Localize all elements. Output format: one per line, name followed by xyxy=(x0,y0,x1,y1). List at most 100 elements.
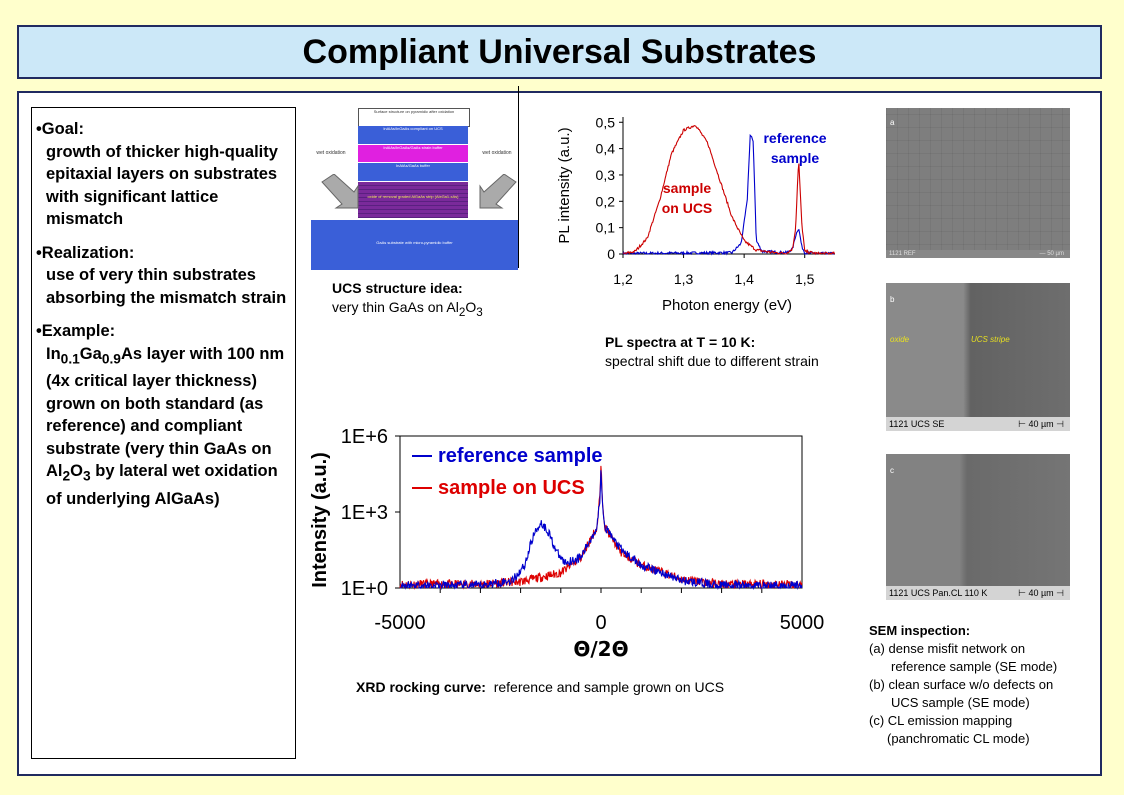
example-al-sub: 2 xyxy=(62,468,71,484)
sem-c-scalebar: ⊢ 40 µm ⊣ xyxy=(1018,588,1064,598)
xrd-x-axis-label: Θ/2Θ xyxy=(573,637,628,661)
sem-a-scalebar: — 50 µm xyxy=(1039,251,1064,257)
pl-y-tick-label: 0,1 xyxy=(596,220,616,236)
example-ga: Ga xyxy=(79,344,102,363)
pl-series-line-0 xyxy=(622,134,835,256)
xrd-caption: XRD rocking curve: reference and sample … xyxy=(356,678,836,697)
example-as: As layer with 100 nm (4x critical layer … xyxy=(46,344,285,481)
sem-caption: SEM inspection: (a) dense misfit network… xyxy=(869,622,1094,748)
pl-series-line-1 xyxy=(622,124,836,256)
pl-y-tick-label: 0 xyxy=(607,246,615,262)
sem-b-footer: 1121 UCS SE ⊢ 40 µm ⊣ xyxy=(886,417,1070,431)
title-banner: Compliant Universal Substrates xyxy=(17,25,1102,79)
xrd-caption-text: reference and sample grown on UCS xyxy=(485,679,725,695)
sem-b-oxide-label: oxide xyxy=(890,335,910,344)
xrd-legend-label-1: sample on UCS xyxy=(438,477,585,499)
xrd-chart: 1E+0 1E+3 1E+6 -5000 0 5000 Θ/2Θ Intensity (a.u… xyxy=(309,426,825,661)
ucs-caption-o: O xyxy=(465,299,477,315)
ucs-caption-text: very thin GaAs on Al2O3 xyxy=(332,298,532,322)
example-in-sub: 0.1 xyxy=(60,350,80,366)
pl-x-tick-label: 1,4 xyxy=(734,271,754,287)
pl-x-tick-label: 1,5 xyxy=(795,271,815,287)
sem-line-c1: (c) CL emission mapping xyxy=(869,713,1013,728)
layer-strain-buffer: InAlAs/InGaAs/GaAs strain buffer xyxy=(358,145,468,162)
goal-block: •Goal: growth of thicker high-quality ep… xyxy=(36,118,289,231)
ucs-caption: UCS structure idea: very thin GaAs on Al… xyxy=(332,279,532,322)
arrow-left-icon xyxy=(321,174,359,209)
sem-c-footer: 1121 UCS Pan.CL 110 K ⊢ 40 µm ⊣ xyxy=(886,586,1070,600)
pl-caption: PL spectra at T = 10 K: spectral shift d… xyxy=(605,333,875,371)
xrd-x-tick-label: 0 xyxy=(595,612,606,634)
sem-b-footer-label: 1121 UCS SE xyxy=(889,419,945,429)
sem-caption-head: SEM inspection: xyxy=(869,623,971,638)
arrow-icons xyxy=(321,174,517,209)
layer-oxide: oxide of removal graded AlGaAs strip (Al… xyxy=(358,182,468,218)
ucs-caption-sub1: 2 xyxy=(458,305,466,319)
realization-heading: •Realization: xyxy=(36,243,135,262)
ucs-caption-head: UCS structure idea: xyxy=(332,280,463,296)
wet-oxidation-left: wet oxidation xyxy=(316,150,346,156)
example-in: In xyxy=(46,344,61,363)
xrd-series-line-1 xyxy=(400,470,803,591)
realization-text: use of very thin substrates absorbing th… xyxy=(46,266,287,307)
example-tail: by lateral wet oxidation of underlying A… xyxy=(46,462,278,509)
realization-block: •Realization: use of very thin substrate… xyxy=(36,242,289,310)
sem-c-footer-label: 1121 UCS Pan.CL 110 K xyxy=(889,588,988,598)
sem-a-footer: 1121 REF — 50 µm xyxy=(886,250,1070,258)
pl-x-tick-label: 1,3 xyxy=(674,271,694,287)
sem-image-c: c 1121 UCS Pan.CL 110 K ⊢ 40 µm ⊣ xyxy=(886,454,1070,600)
xrd-x-tick-label: 5000 xyxy=(780,612,825,634)
sem-line-c2: (panchromatic CL mode) xyxy=(887,731,1030,746)
layer-compliant: InAlAs/InGaAs compliant on UCS xyxy=(358,126,468,144)
pl-legend-reference-1: reference xyxy=(763,130,826,146)
layer-substrate: GaAs substrate with micro-pyramidic buff… xyxy=(311,220,518,270)
sem-line-b2: UCS sample (SE mode) xyxy=(891,695,1030,710)
pl-caption-head: PL spectra at T = 10 K: xyxy=(605,334,756,350)
xrd-caption-head: XRD rocking curve: xyxy=(356,679,486,695)
sem-a-footer-label: 1121 REF xyxy=(889,251,916,257)
sem-a-letter: a xyxy=(890,118,895,127)
pl-legend-reference-2: sample xyxy=(771,150,819,166)
sem-b-letter: b xyxy=(890,295,895,304)
example-block: •Example: In0.1Ga0.9As layer with 100 nm… xyxy=(36,320,289,511)
example-o: O xyxy=(70,462,83,481)
sem-line-a2: reference sample (SE mode) xyxy=(891,659,1058,674)
wet-oxidation-right: wet oxidation xyxy=(482,150,512,156)
sem-line-a1: (a) dense misfit network on xyxy=(869,641,1026,656)
example-heading: •Example: xyxy=(36,322,116,340)
pl-y-axis-label: PL intensity (a.u.) xyxy=(556,127,573,243)
sem-c-letter: c xyxy=(890,466,894,475)
xrd-y-tick-label: 1E+6 xyxy=(341,426,388,448)
sem-line-b1: (b) clean surface w/o defects on xyxy=(869,677,1054,692)
sem-image-b: b oxide UCS stripe 1121 UCS SE ⊢ 40 µm ⊣ xyxy=(886,283,1070,431)
page-title: Compliant Universal Substrates xyxy=(302,32,817,71)
layer-top: Surface structure on pyramidic after oxi… xyxy=(358,108,470,127)
pl-x-axis-label: Photon energy (eV) xyxy=(662,297,792,314)
pl-y-tick-label: 0,5 xyxy=(596,114,616,130)
ucs-caption-sub2: 3 xyxy=(476,305,483,319)
summary-box: •Goal: growth of thicker high-quality ep… xyxy=(31,107,296,759)
xrd-y-axis-label: Intensity (a.u.) xyxy=(309,452,331,588)
pl-legend-ucs-1: sample xyxy=(663,180,711,196)
divider-line xyxy=(518,86,519,268)
pl-legend-ucs-2: on UCS xyxy=(662,200,713,216)
arrow-right-icon xyxy=(479,174,517,209)
xrd-x-tick-label: -5000 xyxy=(374,612,425,634)
example-text: In0.1Ga0.9As layer with 100 nm (4x criti… xyxy=(36,343,289,511)
sem-b-stripe-label: UCS stripe xyxy=(971,335,1010,344)
pl-x-tick-label: 1,2 xyxy=(613,271,633,287)
ucs-structure-diagram: Surface structure on pyramidic after oxi… xyxy=(300,86,522,272)
pl-y-tick-label: 0,2 xyxy=(596,193,616,209)
ucs-caption-main: very thin GaAs on Al xyxy=(332,299,459,315)
xrd-y-tick-label: 1E+0 xyxy=(341,578,388,600)
pl-caption-text: spectral shift due to different strain xyxy=(605,353,819,369)
pl-y-tick-label: 0,3 xyxy=(596,167,616,183)
sem-b-scalebar: ⊢ 40 µm ⊣ xyxy=(1018,419,1064,429)
layer-buffer: InAlAs/GaAs buffer xyxy=(358,163,468,181)
goal-heading: •Goal: xyxy=(36,120,84,138)
pl-y-tick-label: 0,4 xyxy=(596,141,616,157)
xrd-legend-label-0: reference sample xyxy=(438,445,603,467)
sem-image-a: a 1121 REF — 50 µm xyxy=(886,108,1070,258)
xrd-y-tick-label: 1E+3 xyxy=(341,502,388,524)
example-ga-sub: 0.9 xyxy=(101,350,121,366)
